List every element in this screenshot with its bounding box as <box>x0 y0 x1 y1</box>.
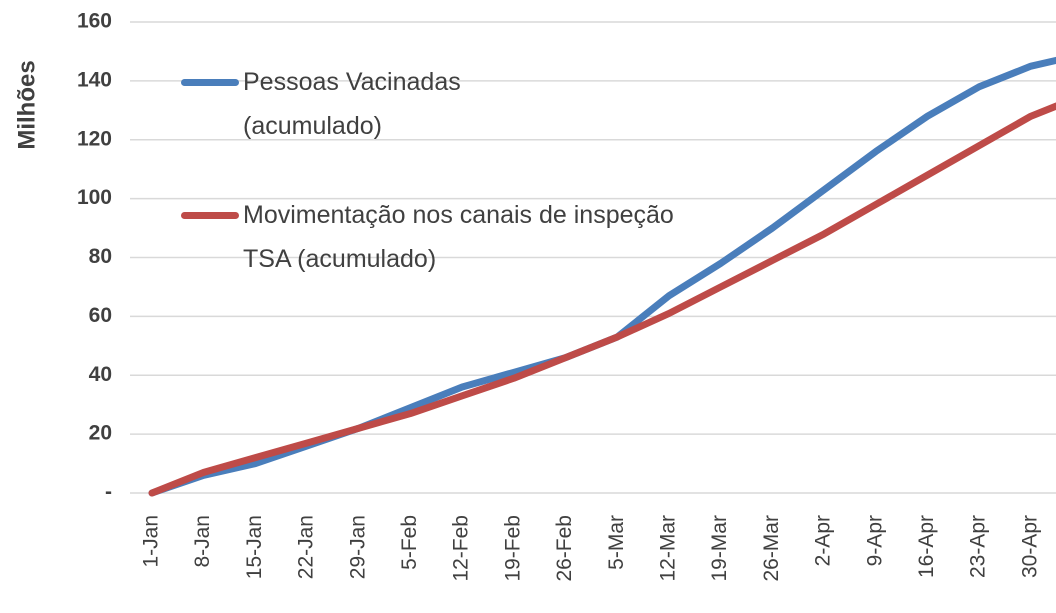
y-tick-label: 120 <box>77 127 112 150</box>
x-tick-label: 9-Apr <box>863 515 886 566</box>
y-tick-label: 100 <box>77 186 112 209</box>
x-tick-label: 29-Jan <box>346 515 369 579</box>
y-tick-label: 40 <box>89 363 112 386</box>
x-tick-label: 19-Mar <box>708 515 731 582</box>
x-tick-label: 12-Mar <box>657 515 680 582</box>
plot <box>148 56 1056 497</box>
x-tick-label: 1-Jan <box>140 515 163 568</box>
y-tick-label: 140 <box>77 68 112 91</box>
x-tick-label: 26-Feb <box>553 515 576 582</box>
y-axis-label: Milhões <box>13 60 40 149</box>
x-tick-label: 30-Apr <box>1018 515 1041 578</box>
x-tick-label: 8-Jan <box>191 515 214 568</box>
y-tick-label: - <box>105 481 112 504</box>
legend-item: Movimentação nos canais de inspeção TSA … <box>181 193 683 281</box>
x-tick-label: 15-Jan <box>243 515 266 579</box>
y-tick-label: 160 <box>77 10 112 33</box>
legend-label: Pessoas Vacinadas (acumulado) <box>243 68 461 140</box>
x-tick-label: 22-Jan <box>295 515 318 579</box>
legend-swatch <box>181 212 239 219</box>
x-tick-label: 23-Apr <box>967 515 990 578</box>
x-tick-label: 2-Apr <box>812 515 835 566</box>
series-line <box>148 102 1056 497</box>
y-tick-label: 80 <box>89 245 112 268</box>
x-tick-label: 5-Feb <box>398 515 421 570</box>
y-tick-label: 60 <box>89 304 112 327</box>
x-tick-label: 19-Feb <box>501 515 524 582</box>
x-tick-label: 12-Feb <box>450 515 473 582</box>
legend-swatch <box>181 79 239 86</box>
x-tick-label: 16-Apr <box>915 515 938 578</box>
y-tick-label: 20 <box>89 422 112 445</box>
legend-item: Pessoas Vacinadas (acumulado) <box>181 60 543 148</box>
legend-label: Movimentação nos canais de inspeção TSA … <box>243 201 674 273</box>
x-tick-label: 26-Mar <box>760 515 783 582</box>
x-tick-label: 5-Mar <box>605 515 628 570</box>
